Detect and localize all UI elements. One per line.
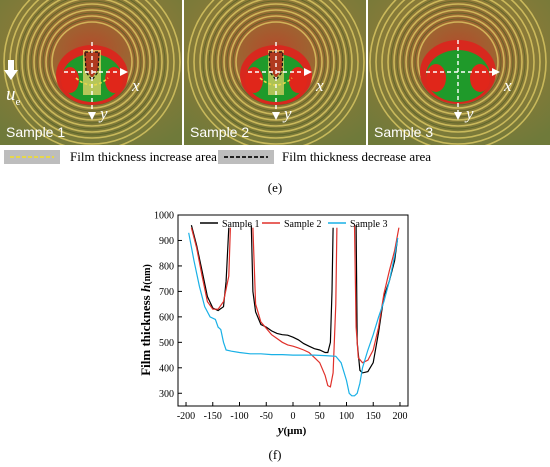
y-axis-label: y [284,104,292,123]
y-axis-title: Film thickness h(nm) [138,264,153,376]
y-axis-label: y [466,104,474,123]
series-line-sample-2 [190,227,338,388]
sample-2-image: x y Sample 2 [184,0,366,145]
x-tick-label: 100 [339,411,354,422]
x-axis-title-unit: (μm) [284,425,307,437]
y-tick-label: 700 [159,287,174,298]
x-tick-label: 0 [291,411,296,422]
decrease-area-label: Film thickness decrease area [282,149,432,164]
x-axis-label: x [504,76,512,95]
sample-label: Sample 2 [190,124,250,140]
film-thickness-legend: Film thickness increase area Film thickn… [0,146,550,168]
caption-f: (f) [268,447,282,462]
y-tick-label: 800 [159,261,174,272]
increase-area-swatch [4,150,60,164]
x-axis-title: y(μm) [276,422,307,437]
x-tick-label: -200 [177,411,195,422]
x-tick-label: -50 [260,411,273,422]
y-axis-title-unit: (nm) [142,264,153,285]
x-axis-title-symbol: y [276,422,284,437]
x-axis-label: x [316,76,324,95]
flow-velocity-label: ue [6,84,21,108]
legend-label: Sample 1 [222,219,260,230]
y-tick-label: 400 [159,363,174,374]
chart-legend: Sample 1 Sample 2 Sample 3 [200,219,388,230]
decrease-area-swatch [218,150,274,164]
x-axis-label: x [132,76,140,95]
film-thickness-chart: -200 -150 -100 -50 0 50 100 150 200 300 400 500 600 7… [138,211,409,437]
x-tick-label: -150 [204,411,222,422]
sample-1-image: ue x y Sample 1 [0,0,182,145]
x-tick-label: 200 [392,411,407,422]
sample-label: Sample 1 [6,124,66,140]
y-axis-title-symbol: h [138,285,153,292]
x-tick-label: 50 [315,411,325,422]
series-line-sample-3 [188,232,399,397]
x-tick-label: 150 [366,411,381,422]
series-line-sample-2-right [353,225,400,364]
sample-3-image: x y Sample 3 [368,0,550,145]
y-axis-title-text: Film thickness [138,292,153,376]
y-axis-label: y [100,104,108,123]
plot-frame [177,214,409,407]
y-tick-label: 1000 [154,211,174,222]
caption-e: (e) [267,180,283,195]
y-tick-label: 600 [159,312,174,323]
y-tick-label: 300 [159,389,174,400]
y-tick-label: 500 [159,338,174,349]
x-tick-label: -100 [230,411,248,422]
legend-label: Sample 2 [284,219,322,230]
legend-label: Sample 3 [350,219,388,230]
chart-series [188,225,400,397]
y-tick-label: 900 [159,236,174,247]
sample-1-fringe-pattern [0,0,182,145]
chart-axes: -200 -150 -100 -50 0 50 100 150 200 300 400 500 600 7… [154,211,409,422]
sample-3-fringe-pattern [368,0,550,145]
series-line-sample-1 [190,225,334,354]
sample-label: Sample 3 [374,124,434,140]
series-line-sample-1-right [355,225,398,374]
sample-2-fringe-pattern [184,0,366,145]
increase-area-label: Film thickness increase area [70,149,217,164]
